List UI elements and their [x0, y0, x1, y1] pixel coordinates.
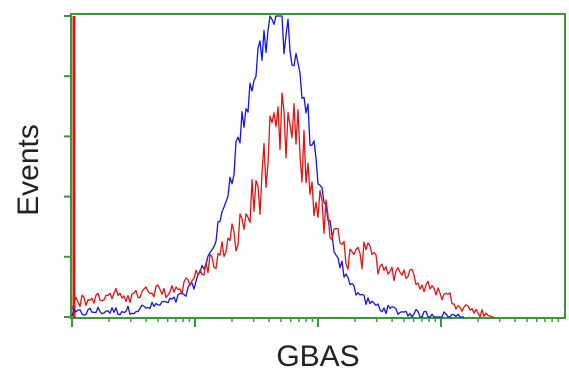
x-axis-label: GBAS — [276, 340, 359, 373]
axis-ticks — [64, 15, 560, 327]
series-line-red — [71, 92, 494, 318]
y-axis-label: Events — [12, 124, 45, 216]
series-line-blue — [71, 15, 464, 318]
plot-frame — [70, 13, 566, 319]
